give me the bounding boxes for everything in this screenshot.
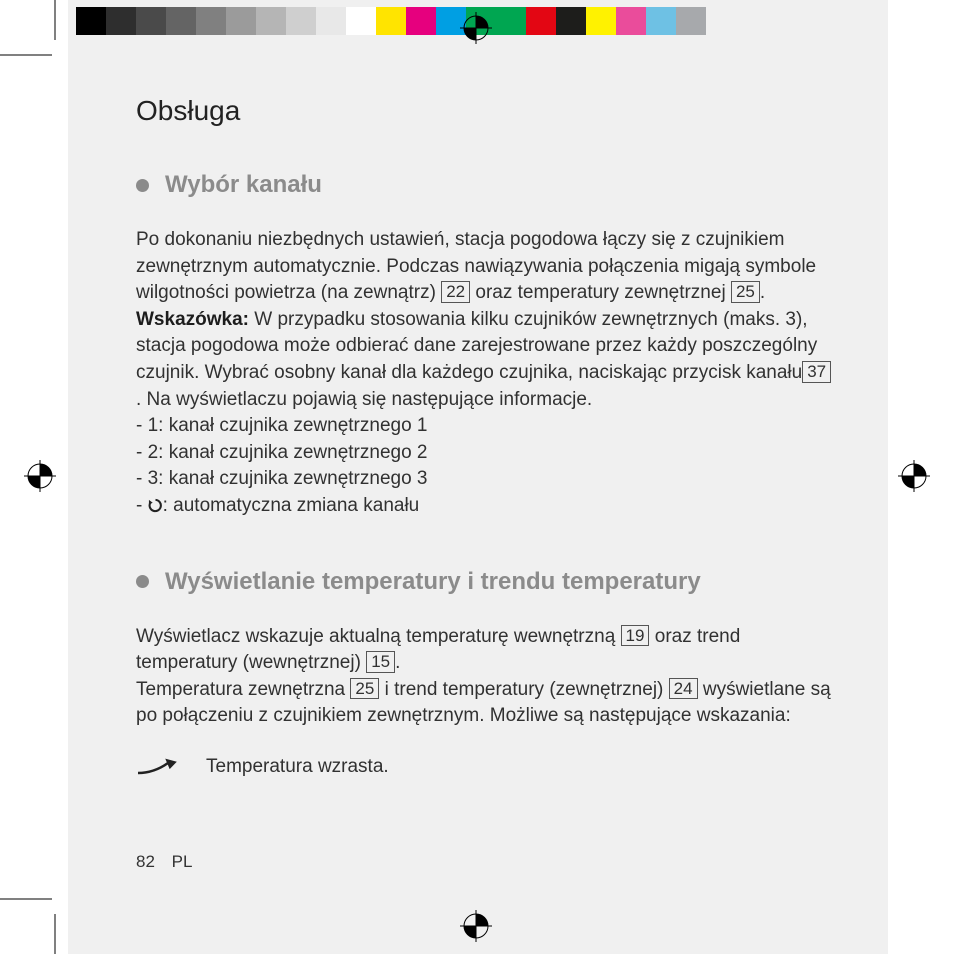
text: Wyświetlacz wskazuje aktualną temperatur… — [136, 626, 621, 647]
page-number: 82 — [136, 852, 155, 871]
section-temperature-display: Wyświetlanie temperatury i trendu temper… — [136, 568, 836, 781]
trend-rising-icon — [136, 757, 180, 777]
trend-rising-row: Temperatura wzrasta. — [136, 754, 836, 781]
text: . Na wyświetlaczu pojawią się następując… — [136, 389, 592, 410]
list-item: - 3: kanał czujnika zewnętrznego 3 — [136, 466, 836, 493]
section-title: Wyświetlanie temperatury i trendu temper… — [165, 568, 701, 596]
color-swatch — [256, 7, 286, 35]
color-swatch — [226, 7, 256, 35]
ref-25: 25 — [350, 678, 379, 700]
trend-rising-label: Temperatura wzrasta. — [206, 754, 389, 781]
color-swatch — [376, 7, 406, 35]
crop-mark-bottom-left-v — [40, 896, 70, 954]
color-swatch — [586, 7, 616, 35]
color-swatch — [616, 7, 646, 35]
ref-19: 19 — [621, 625, 650, 647]
registration-mark-top — [460, 12, 492, 44]
color-swatch — [346, 7, 376, 35]
text: : automatyczna zmiana kanału — [163, 495, 420, 516]
ref-24: 24 — [669, 678, 698, 700]
ref-22: 22 — [441, 281, 470, 303]
lang-code: PL — [172, 852, 193, 871]
registration-mark-bottom — [460, 910, 492, 942]
color-swatch — [676, 7, 706, 35]
ref-25: 25 — [731, 281, 760, 303]
bullet-icon — [136, 575, 149, 588]
list-item: - 1: kanał czujnika zewnętrznego 1 — [136, 413, 836, 440]
text: oraz temperatury zewnętrznej — [470, 282, 731, 303]
color-swatch — [526, 7, 556, 35]
text: - — [136, 495, 148, 516]
page-footer: 82 PL — [136, 852, 192, 872]
color-swatch — [556, 7, 586, 35]
section2-paragraph: Wyświetlacz wskazuje aktualną temperatur… — [136, 624, 836, 730]
ref-37: 37 — [802, 361, 831, 383]
cycle-icon — [148, 498, 163, 513]
color-swatch — [406, 7, 436, 35]
list-item: - 2: kanał czujnika zewnętrznego 2 — [136, 440, 836, 467]
text: . — [760, 282, 765, 303]
text: Temperatura zewnętrzna — [136, 679, 350, 700]
section-title: Wybór kanału — [165, 171, 322, 199]
color-swatch — [76, 7, 106, 35]
color-swatch — [646, 7, 676, 35]
registration-mark-left — [24, 460, 56, 492]
color-swatch — [136, 7, 166, 35]
section-channel-selection: Wybór kanału Po dokonaniu niezbędnych us… — [136, 171, 836, 520]
bullet-icon — [136, 179, 149, 192]
color-swatch — [106, 7, 136, 35]
content-area: Obsługa Wybór kanału Po dokonaniu niezbę… — [136, 95, 836, 829]
ref-15: 15 — [366, 651, 395, 673]
list-item: - : automatyczna zmiana kanału — [136, 493, 836, 520]
registration-mark-right — [898, 460, 930, 492]
color-swatch — [316, 7, 346, 35]
color-swatch — [496, 7, 526, 35]
hint-label: Wskazówka: — [136, 309, 249, 330]
crop-mark-top-left-v — [40, 0, 70, 58]
color-calibration-bar — [76, 7, 706, 35]
section1-paragraph: Po dokonaniu niezbędnych ustawień, stacj… — [136, 227, 836, 520]
text: i trend temperatury (zewnętrznej) — [379, 679, 668, 700]
color-swatch — [286, 7, 316, 35]
text: . — [395, 652, 400, 673]
color-swatch — [166, 7, 196, 35]
color-swatch — [196, 7, 226, 35]
chapter-title: Obsługa — [136, 95, 836, 127]
